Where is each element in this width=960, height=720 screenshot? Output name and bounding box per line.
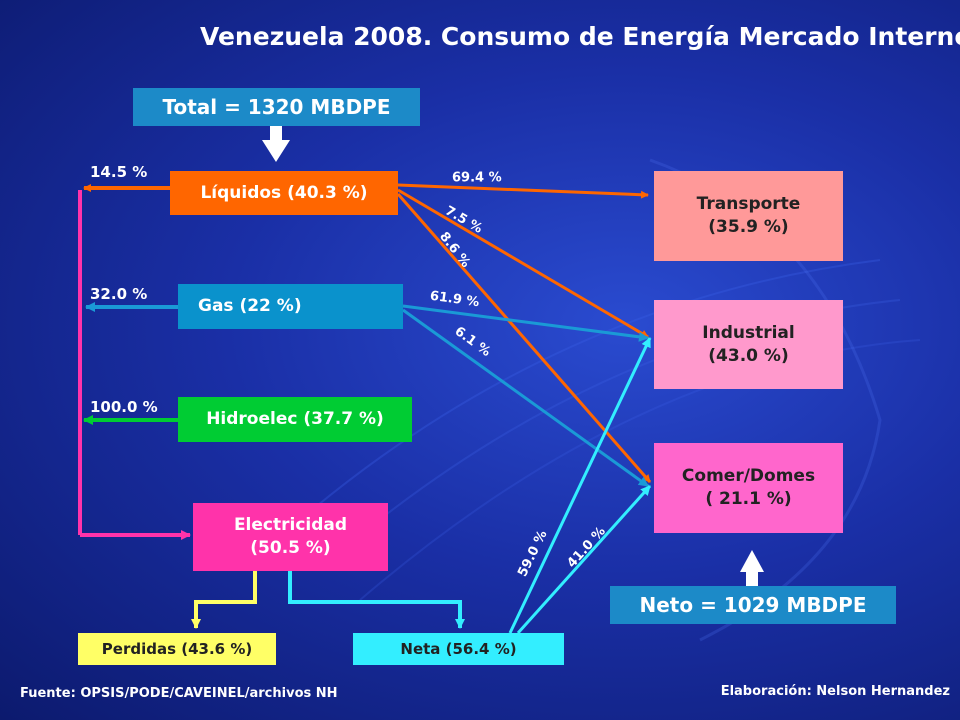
comer-box: Comer/Domes ( 21.1 %) xyxy=(654,443,843,533)
page-title: Venezuela 2008. Consumo de Energía Merca… xyxy=(200,22,960,51)
total-down-arrow xyxy=(262,126,290,162)
industrial-label: Industrial xyxy=(702,322,795,343)
liquidos-box: Líquidos (40.3 %) xyxy=(170,171,398,215)
electricidad-label: Electricidad xyxy=(233,515,348,536)
elec-to-neta-line xyxy=(288,571,465,629)
transporte-label: Transporte xyxy=(696,194,801,215)
total-box: Total = 1320 MBDPE xyxy=(133,88,420,126)
liquidos-to-elec-label: 14.5 % xyxy=(90,163,148,181)
comer-share: ( 21.1 %) xyxy=(705,489,792,509)
industrial-box: Industrial (43.0 %) xyxy=(654,300,843,389)
neta-to-comer-line xyxy=(516,484,652,635)
neta-to-industrial-line xyxy=(508,337,652,634)
gas-box: Gas (22 %) xyxy=(178,284,403,329)
gas-to-elec-label: 32.0 % xyxy=(90,285,148,303)
liq-to-industrial-line xyxy=(397,188,649,339)
hidro-to-elec-label: 100.0 % xyxy=(90,398,158,416)
neta-box: Neta (56.4 %) xyxy=(353,633,564,665)
gas-to-industrial-line xyxy=(402,304,649,342)
perdidas-box: Perdidas (43.6 %) xyxy=(78,633,276,665)
elec-to-perdidas-line xyxy=(191,571,257,629)
electricidad-share: (50.5 %) xyxy=(250,538,331,558)
liq-to-comer-line xyxy=(396,193,652,483)
author-footer: Elaboración: Nelson Hernandez xyxy=(720,684,950,699)
comer-label: Comer/Domes xyxy=(681,466,816,487)
hidroelec-box: Hidroelec (37.7 %) xyxy=(178,397,412,442)
transporte-share: (35.9 %) xyxy=(708,217,789,237)
gas-to-comer-line xyxy=(402,308,649,488)
source-footer: Fuente: OPSIS/PODE/CAVEINEL/archivos NH xyxy=(20,686,338,701)
neto-box: Neto = 1029 MBDPE xyxy=(610,586,896,624)
liq-transporte-label: 69.4 % xyxy=(452,170,502,186)
industrial-share: (43.0 %) xyxy=(708,345,789,366)
transporte-box: Transporte (35.9 %) xyxy=(654,171,843,261)
liq-to-transporte-line xyxy=(397,183,649,199)
electricidad-box: Electricidad (50.5 %) xyxy=(193,503,388,571)
neto-up-arrow xyxy=(740,550,764,586)
